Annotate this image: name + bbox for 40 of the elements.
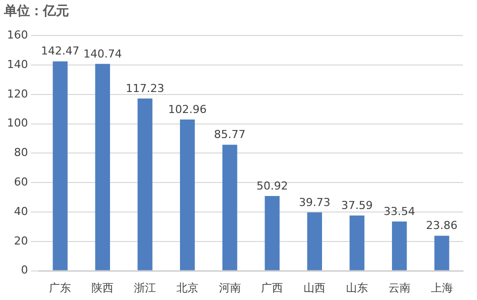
y-tick-label: 140 bbox=[6, 58, 28, 71]
data-label: 33.54 bbox=[384, 204, 416, 218]
y-tick-label: 160 bbox=[6, 28, 28, 42]
bar bbox=[222, 144, 238, 270]
bar bbox=[138, 98, 152, 270]
x-tick-label: 北京 bbox=[176, 281, 198, 294]
x-tick-label: 山西 bbox=[304, 281, 326, 294]
x-tick-label: 广西 bbox=[261, 281, 284, 294]
data-label: 140.74 bbox=[83, 47, 122, 60]
bar bbox=[350, 216, 364, 270]
y-tick-label: 120 bbox=[6, 87, 28, 100]
y-tick-label: 100 bbox=[6, 116, 28, 130]
x-tick-label: 陕西 bbox=[92, 281, 114, 294]
data-label: 85.77 bbox=[214, 128, 246, 142]
data-label: 142.47 bbox=[40, 44, 80, 58]
data-label: 39.73 bbox=[298, 196, 330, 209]
data-label: 37.59 bbox=[341, 198, 373, 212]
bar bbox=[434, 236, 450, 270]
bar bbox=[52, 61, 68, 270]
bar bbox=[95, 64, 110, 270]
data-label: 102.96 bbox=[168, 102, 207, 116]
y-tick-label: 20 bbox=[14, 234, 28, 248]
chart-title: 单位：亿元 bbox=[3, 3, 69, 20]
y-tick-label: 60 bbox=[14, 175, 28, 188]
bar bbox=[392, 221, 407, 270]
data-label: 117.23 bbox=[126, 82, 164, 95]
data-label: 50.92 bbox=[256, 179, 288, 192]
y-tick-label: 40 bbox=[14, 204, 28, 218]
y-tick-label: 80 bbox=[14, 146, 28, 160]
x-tick-label: 河南 bbox=[218, 281, 241, 294]
x-tick-label: 山东 bbox=[346, 281, 368, 294]
y-tick-label: 0 bbox=[20, 264, 28, 277]
bar bbox=[180, 119, 195, 270]
data-label: 23.86 bbox=[426, 219, 458, 232]
x-tick-label: 浙江 bbox=[134, 281, 156, 294]
bar bbox=[307, 212, 322, 270]
x-tick-label: 上海 bbox=[430, 281, 453, 294]
bar bbox=[264, 196, 280, 270]
x-tick-label: 广东 bbox=[49, 281, 72, 294]
x-tick-label: 云南 bbox=[388, 281, 410, 294]
